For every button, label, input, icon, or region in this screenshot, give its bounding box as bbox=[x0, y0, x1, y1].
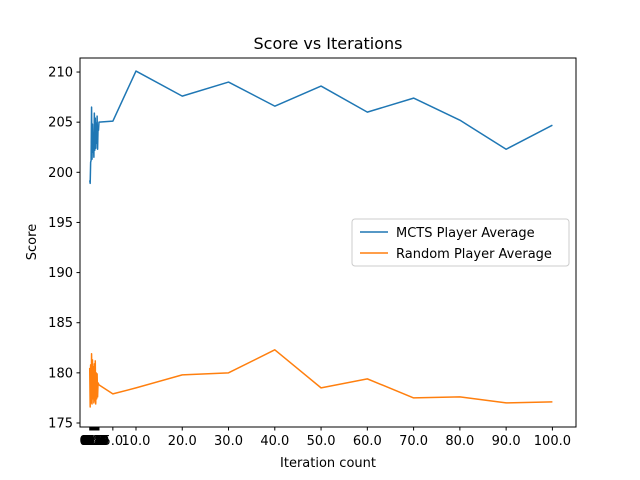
x-tick-label: 1.4 bbox=[86, 434, 107, 449]
x-axis: 0.00.10.20.30.40.50.60.70.80.91.01.11.21… bbox=[79, 427, 571, 449]
x-tick-label: 10.0 bbox=[122, 434, 151, 449]
y-axis: 175 180 185 190 195 200 205 210 bbox=[48, 66, 80, 431]
legend: MCTS Player Average Random Player Average bbox=[351, 218, 570, 267]
x-tick-label: 40.0 bbox=[260, 434, 289, 449]
x-tick-label: 1.8 bbox=[88, 434, 109, 449]
x-tick-label: 0.4 bbox=[81, 434, 102, 449]
x-tick-label: 1.3 bbox=[85, 434, 106, 449]
y-tick-label: 190 bbox=[48, 266, 73, 281]
legend-box bbox=[351, 218, 570, 267]
x-tick-label: 50.0 bbox=[307, 434, 336, 449]
x-tick-label: 0.7 bbox=[83, 434, 104, 449]
x-tick-label: 1.7 bbox=[87, 434, 108, 449]
x-tick-label: 100.0 bbox=[534, 434, 571, 449]
chart-title: Score vs Iterations bbox=[254, 34, 403, 53]
series-lines bbox=[88, 70, 553, 408]
x-tick-label: 70.0 bbox=[399, 434, 428, 449]
x-tick-label: 1.2 bbox=[85, 434, 106, 449]
x-tick-label: 30.0 bbox=[214, 434, 243, 449]
x-tick-label: 0.3 bbox=[81, 434, 102, 449]
x-tick-label: 0.1 bbox=[80, 434, 101, 449]
y-axis-title: Score bbox=[25, 224, 40, 260]
y-tick-label: 185 bbox=[48, 316, 73, 331]
x-tick-label: 1.5 bbox=[86, 434, 107, 449]
x-tick-label: 0.8 bbox=[83, 434, 104, 449]
x-tick-label: 0.0 bbox=[79, 434, 100, 449]
series-line bbox=[88, 70, 553, 185]
x-tick-label: 5.0 bbox=[103, 434, 124, 449]
x-tick-label: 1.0 bbox=[84, 434, 105, 449]
y-tick-label: 205 bbox=[48, 116, 73, 131]
series-line bbox=[88, 349, 553, 408]
y-tick-label: 200 bbox=[48, 166, 73, 181]
x-tick-label: 20.0 bbox=[168, 434, 197, 449]
x-tick-label: 90.0 bbox=[492, 434, 521, 449]
x-tick-label: 80.0 bbox=[445, 434, 474, 449]
x-tick-label: 0.5 bbox=[82, 434, 103, 449]
x-tick-label: 2.0 bbox=[89, 434, 110, 449]
x-tick-label: 1.1 bbox=[84, 434, 105, 449]
x-axis-title: Iteration count bbox=[280, 456, 376, 471]
x-tick-label: 0.2 bbox=[80, 434, 101, 449]
y-tick-label: 180 bbox=[48, 366, 73, 381]
y-tick-label: 195 bbox=[48, 216, 73, 231]
x-tick-label: 0.9 bbox=[84, 434, 105, 449]
legend-label: MCTS Player Average bbox=[396, 226, 535, 241]
y-tick-label: 175 bbox=[48, 416, 73, 431]
y-tick-label: 210 bbox=[48, 66, 73, 81]
x-tick-label: 60.0 bbox=[353, 434, 382, 449]
x-tick-label: 0.6 bbox=[82, 434, 103, 449]
x-tick-label: 1.6 bbox=[87, 434, 108, 449]
x-tick-label: 1.9 bbox=[88, 434, 109, 449]
legend-label: Random Player Average bbox=[396, 247, 552, 262]
